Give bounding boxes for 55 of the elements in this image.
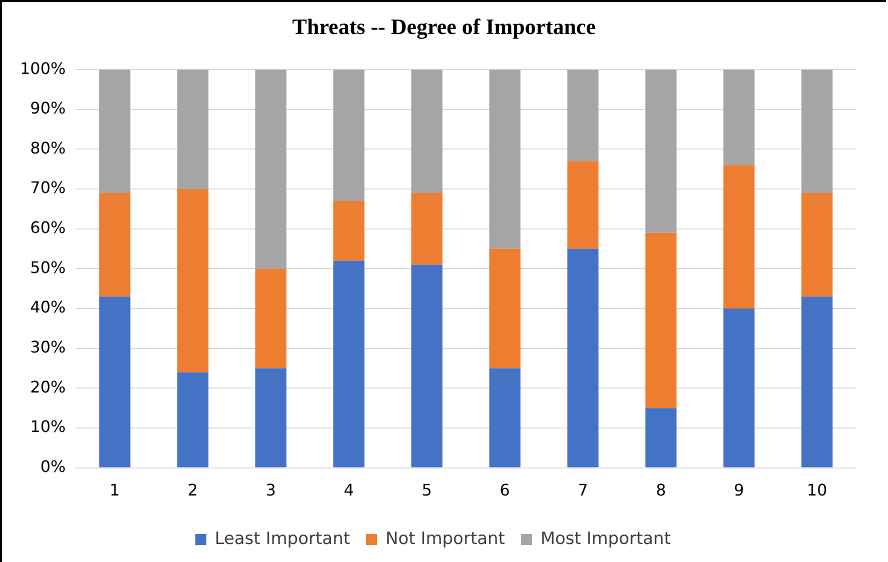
x-tick-label: 2 — [188, 480, 198, 500]
bar — [567, 161, 599, 249]
y-tick-label: 70% — [30, 178, 66, 198]
y-tick-label: 90% — [30, 98, 66, 118]
x-tick-label: 10 — [806, 480, 828, 500]
bar — [645, 70, 677, 233]
bar — [255, 268, 286, 368]
x-tick-label: 7 — [578, 480, 588, 500]
bar — [489, 70, 520, 249]
bar — [489, 248, 520, 368]
bar — [723, 308, 755, 468]
bar — [645, 408, 677, 468]
x-tick-label: 5 — [422, 480, 432, 500]
bar — [801, 70, 833, 194]
bar — [99, 296, 130, 468]
y-tick-label: 50% — [30, 258, 66, 277]
x-tick-label: 9 — [734, 480, 744, 500]
bar — [411, 70, 442, 194]
bar — [645, 232, 677, 408]
bar — [177, 189, 208, 372]
y-tick-label: 40% — [30, 298, 66, 317]
legend-label: Most Important — [540, 528, 672, 549]
bar — [411, 264, 442, 468]
x-tick-label: 6 — [500, 480, 510, 500]
y-tick-label: 0% — [40, 456, 66, 476]
y-tick-label: 60% — [30, 218, 66, 238]
bar — [411, 193, 442, 265]
bar — [333, 201, 364, 261]
bar — [801, 296, 833, 468]
y-tick-label: 10% — [30, 417, 66, 436]
chart-title: Threats -- Degree of Importance — [291, 14, 597, 40]
bar — [255, 368, 286, 468]
bar — [177, 70, 208, 190]
x-tick-label: 3 — [266, 480, 276, 500]
legend-label: Least Important — [214, 528, 350, 549]
y-tick-label: 20% — [30, 377, 66, 396]
bar — [567, 70, 599, 162]
x-tick-label: 8 — [656, 480, 666, 500]
y-tick-label: 80% — [30, 138, 66, 158]
bar — [801, 193, 833, 297]
y-tick-label: 30% — [30, 337, 66, 356]
bar — [333, 70, 364, 202]
bar — [99, 70, 130, 194]
bar — [333, 260, 364, 468]
x-tick-label: 1 — [110, 480, 120, 500]
legend-label: Not Important — [386, 528, 506, 549]
bar — [567, 248, 599, 468]
x-tick-label: 4 — [344, 480, 354, 500]
y-tick-label: 100% — [20, 58, 66, 78]
bar — [723, 165, 755, 309]
bar — [723, 70, 755, 166]
bar — [489, 368, 520, 468]
bar — [99, 193, 130, 297]
bar — [255, 70, 286, 269]
bar — [177, 372, 208, 468]
